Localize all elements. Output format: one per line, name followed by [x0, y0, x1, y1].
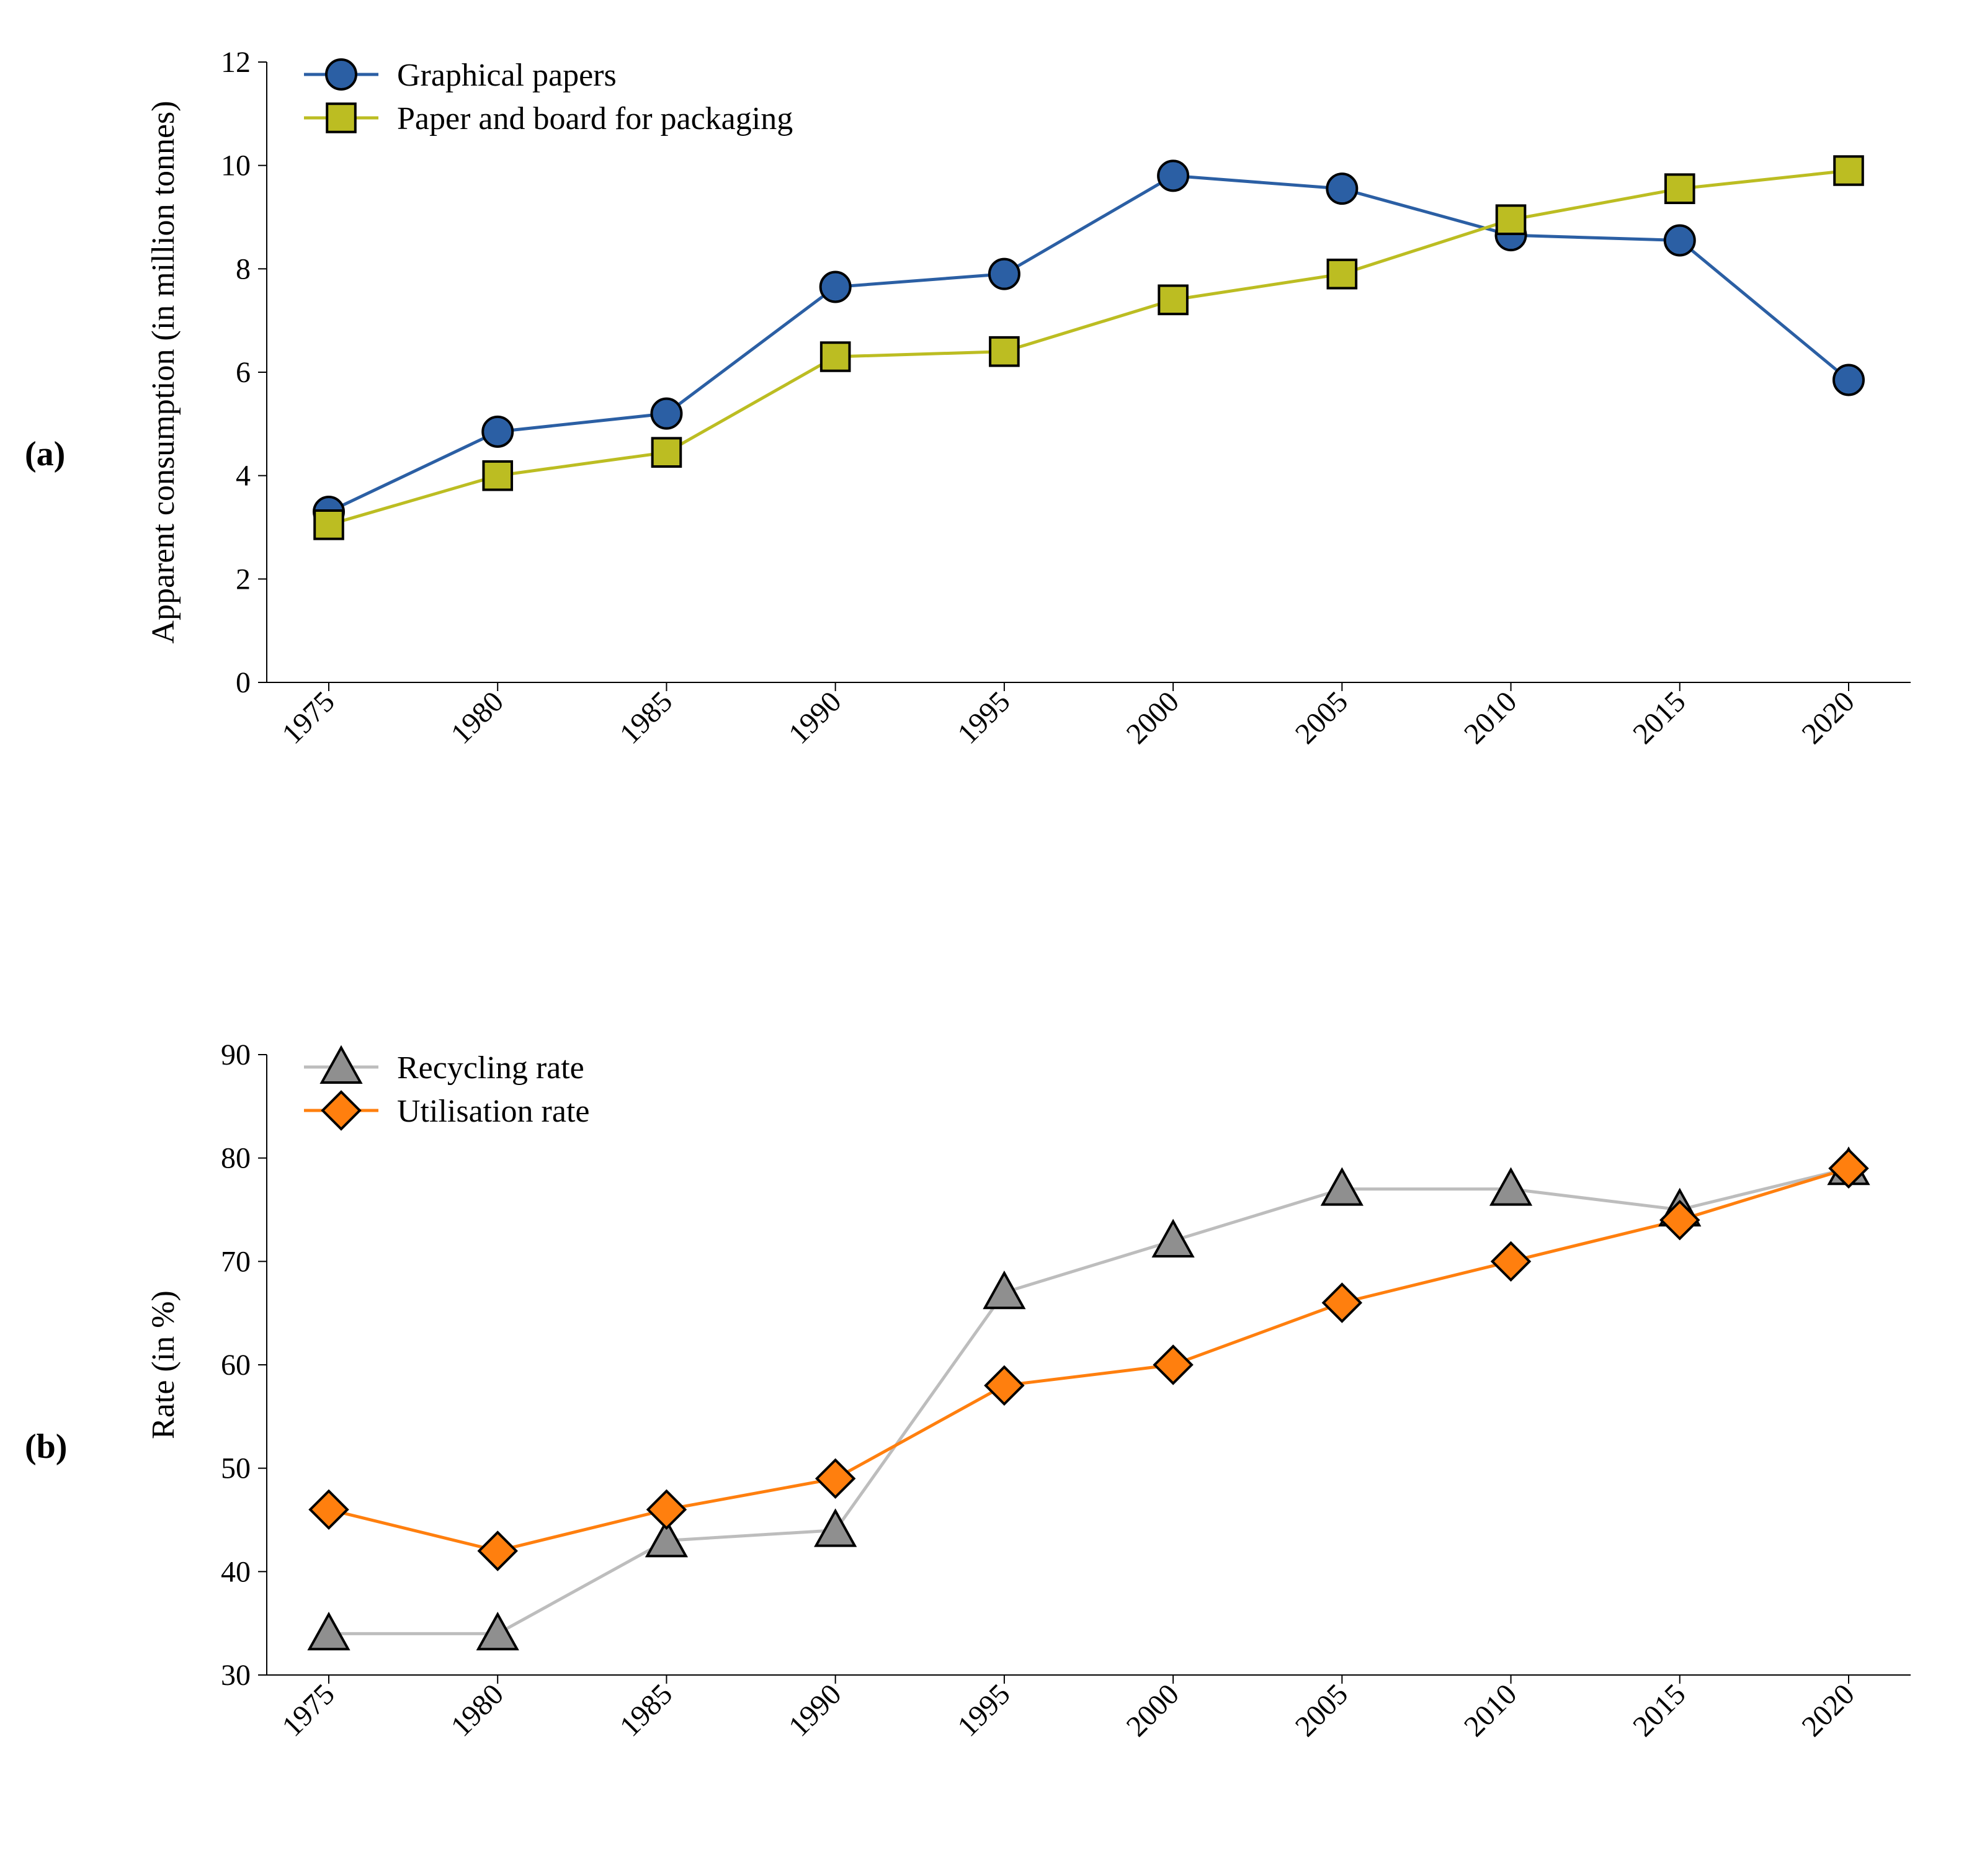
- svg-text:2: 2: [236, 563, 251, 596]
- svg-text:2000: 2000: [1120, 1677, 1185, 1743]
- svg-text:30: 30: [221, 1659, 251, 1692]
- svg-text:Paper and board for packaging: Paper and board for packaging: [397, 101, 793, 136]
- svg-text:40: 40: [221, 1555, 251, 1588]
- svg-text:1975: 1975: [275, 1677, 341, 1743]
- svg-text:2010: 2010: [1458, 1677, 1523, 1743]
- svg-text:1975: 1975: [275, 685, 341, 750]
- svg-text:2020: 2020: [1795, 685, 1860, 750]
- svg-text:60: 60: [221, 1349, 251, 1382]
- svg-text:Apparent consumption (in milli: Apparent consumption (in million tonnes): [146, 100, 181, 643]
- svg-text:70: 70: [221, 1245, 251, 1278]
- svg-text:8: 8: [236, 252, 251, 285]
- svg-text:80: 80: [221, 1142, 251, 1175]
- svg-text:1980: 1980: [445, 685, 510, 750]
- svg-text:2015: 2015: [1627, 1677, 1692, 1743]
- svg-text:1995: 1995: [951, 685, 1016, 750]
- svg-text:1990: 1990: [782, 685, 847, 750]
- svg-text:4: 4: [236, 460, 251, 493]
- svg-text:Rate (in %): Rate (in %): [146, 1290, 181, 1439]
- svg-text:1990: 1990: [782, 1677, 847, 1743]
- svg-text:1995: 1995: [951, 1677, 1016, 1743]
- svg-text:0: 0: [236, 666, 251, 699]
- svg-text:2000: 2000: [1120, 685, 1185, 750]
- svg-text:1985: 1985: [614, 1677, 679, 1743]
- svg-text:12: 12: [221, 46, 251, 79]
- svg-text:90: 90: [221, 1038, 251, 1071]
- svg-text:2020: 2020: [1795, 1677, 1860, 1743]
- svg-text:1985: 1985: [614, 685, 679, 750]
- svg-text:2005: 2005: [1289, 1677, 1354, 1743]
- svg-text:2005: 2005: [1289, 685, 1354, 750]
- svg-text:Graphical papers: Graphical papers: [397, 58, 617, 93]
- svg-text:2010: 2010: [1458, 685, 1523, 750]
- page: (a) (b) 0 2 4 6 8 10 12 1975 1980 1985 1990 1995 200…: [0, 0, 1982, 1876]
- svg-text:Recycling rate: Recycling rate: [397, 1050, 584, 1086]
- svg-text:6: 6: [236, 356, 251, 389]
- chart-b: 30 40 50 60 70 80 90 1975 1980 1985 1990 1995 2000 20…: [124, 1017, 1960, 1824]
- panel-a-label: (a): [25, 434, 65, 474]
- svg-text:1980: 1980: [445, 1677, 510, 1743]
- chart-a: 0 2 4 6 8 10 12 1975 1980 1985 1990 1995 2000 2005 201…: [124, 25, 1960, 831]
- svg-text:10: 10: [221, 150, 251, 182]
- svg-text:Utilisation rate: Utilisation rate: [397, 1094, 589, 1129]
- svg-text:50: 50: [221, 1452, 251, 1485]
- panel-b-label: (b): [25, 1427, 67, 1467]
- svg-text:2015: 2015: [1627, 685, 1692, 750]
